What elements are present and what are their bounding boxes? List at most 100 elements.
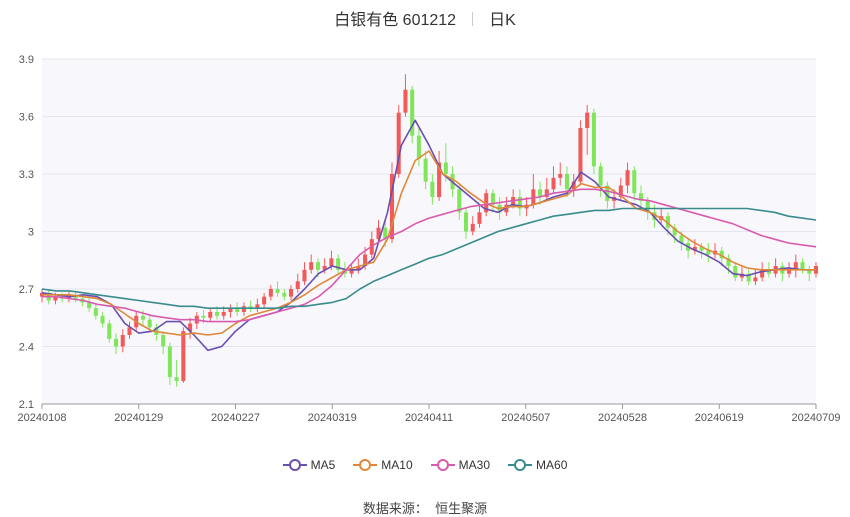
candle-body bbox=[201, 315, 206, 318]
candle-body bbox=[161, 335, 166, 347]
candle-body bbox=[416, 135, 421, 159]
legend-item-ma10[interactable]: MA10 bbox=[353, 458, 413, 472]
x-tick-label: 20240129 bbox=[114, 412, 163, 424]
source-label: 数据来源： bbox=[362, 501, 428, 516]
series-line-ma5 bbox=[41, 119, 816, 352]
candle-body bbox=[490, 193, 495, 205]
candle-body bbox=[517, 197, 522, 209]
candle-body bbox=[430, 181, 435, 197]
y-tick-label: 3.6 bbox=[19, 112, 34, 124]
series-line-ma60 bbox=[41, 207, 817, 310]
candle-body bbox=[255, 304, 260, 309]
candle-body bbox=[389, 174, 395, 240]
series-line-ma10 bbox=[42, 150, 816, 336]
candle-body bbox=[807, 269, 812, 274]
candle-body bbox=[538, 189, 543, 197]
candle-body bbox=[571, 181, 576, 190]
candle-body bbox=[214, 312, 220, 316]
candle-body bbox=[120, 335, 125, 347]
x-tick-label: 20240507 bbox=[501, 412, 550, 424]
candle-body bbox=[645, 200, 650, 213]
y-tick-label: 2.7 bbox=[19, 284, 34, 296]
candle-body bbox=[208, 312, 213, 318]
candle-body bbox=[167, 346, 172, 378]
legend-item-ma5[interactable]: MA5 bbox=[282, 458, 336, 472]
legend-label-ma10: MA10 bbox=[381, 458, 413, 472]
stock-title: 白银有色 601212 bbox=[334, 12, 457, 29]
y-tick-label: 3 bbox=[28, 227, 34, 239]
candle-body bbox=[800, 262, 805, 270]
y-tick-label: 3.3 bbox=[19, 169, 34, 181]
legend-label-ma5: MA5 bbox=[310, 458, 336, 472]
x-tick-label: 20240619 bbox=[695, 412, 744, 424]
legend-label-ma30: MA30 bbox=[458, 458, 491, 472]
legend-item-ma30[interactable]: MA30 bbox=[430, 458, 491, 472]
x-tick-label: 20240227 bbox=[211, 412, 260, 424]
candle-body bbox=[140, 315, 145, 320]
candle-body bbox=[443, 162, 448, 174]
y-tick-label: 2.1 bbox=[19, 399, 34, 411]
candle-body bbox=[221, 312, 226, 316]
x-tick-label: 20240528 bbox=[598, 412, 647, 424]
x-tick-label: 20240108 bbox=[18, 412, 67, 424]
candle-body bbox=[87, 302, 92, 309]
candle-body bbox=[625, 170, 630, 186]
candle-body bbox=[268, 289, 273, 297]
candle-body bbox=[551, 177, 556, 190]
candle-body bbox=[349, 269, 354, 274]
data-source: 数据来源： 恒生聚源 bbox=[0, 498, 850, 517]
candle-body bbox=[598, 166, 603, 186]
candle-body bbox=[733, 266, 738, 278]
x-tick-label: 20240319 bbox=[308, 412, 357, 424]
candle-body bbox=[396, 112, 401, 174]
candle-body bbox=[766, 269, 771, 274]
candle-body bbox=[706, 250, 711, 255]
candle-body bbox=[463, 212, 469, 232]
candle-body bbox=[228, 308, 233, 312]
candle-body bbox=[93, 308, 98, 316]
candle-body bbox=[53, 296, 58, 301]
y-tick-label: 2.4 bbox=[19, 342, 34, 354]
series-line-ma30 bbox=[42, 188, 817, 323]
candle-body bbox=[356, 266, 361, 270]
legend-marker-icon bbox=[508, 459, 533, 471]
candle-body bbox=[289, 289, 294, 297]
legend-marker-icon bbox=[282, 459, 307, 471]
candle-body bbox=[457, 189, 462, 213]
candle-body bbox=[336, 258, 341, 270]
candle-body bbox=[558, 174, 563, 178]
candle-body bbox=[793, 262, 798, 270]
candle-body bbox=[363, 254, 368, 266]
candle-body bbox=[235, 308, 240, 312]
candle-body bbox=[262, 296, 267, 305]
candle-body bbox=[309, 262, 314, 270]
candle-body bbox=[127, 327, 132, 335]
candle-body bbox=[423, 158, 428, 182]
candle-body bbox=[107, 323, 112, 339]
x-tick-label: 20240709 bbox=[792, 412, 841, 424]
legend-item-ma60[interactable]: MA60 bbox=[508, 458, 567, 472]
candle-body bbox=[241, 306, 246, 312]
candle-body bbox=[726, 258, 731, 266]
candle-body bbox=[585, 112, 590, 128]
candle-body bbox=[477, 212, 482, 224]
source-name: 恒生聚源 bbox=[435, 501, 488, 516]
candle-body bbox=[665, 216, 670, 228]
candle-body bbox=[544, 189, 549, 197]
candle-body bbox=[322, 266, 327, 270]
candle-body bbox=[692, 246, 697, 251]
candle-body bbox=[591, 112, 596, 167]
candle-body bbox=[699, 246, 704, 251]
candle-body bbox=[275, 289, 280, 293]
candle-body bbox=[753, 277, 758, 282]
chart-legend: MA5 MA10 MA30 MA60 bbox=[0, 458, 850, 472]
period-label: 日K bbox=[489, 12, 516, 29]
candle-body bbox=[578, 128, 583, 182]
candle-body bbox=[383, 227, 388, 240]
title-divider bbox=[472, 12, 474, 26]
candle-body bbox=[174, 377, 179, 381]
candle-body bbox=[618, 185, 623, 197]
chart-title: 白银有色 601212 日K bbox=[0, 6, 850, 30]
candle-body bbox=[315, 262, 320, 270]
candle-body bbox=[787, 269, 792, 274]
